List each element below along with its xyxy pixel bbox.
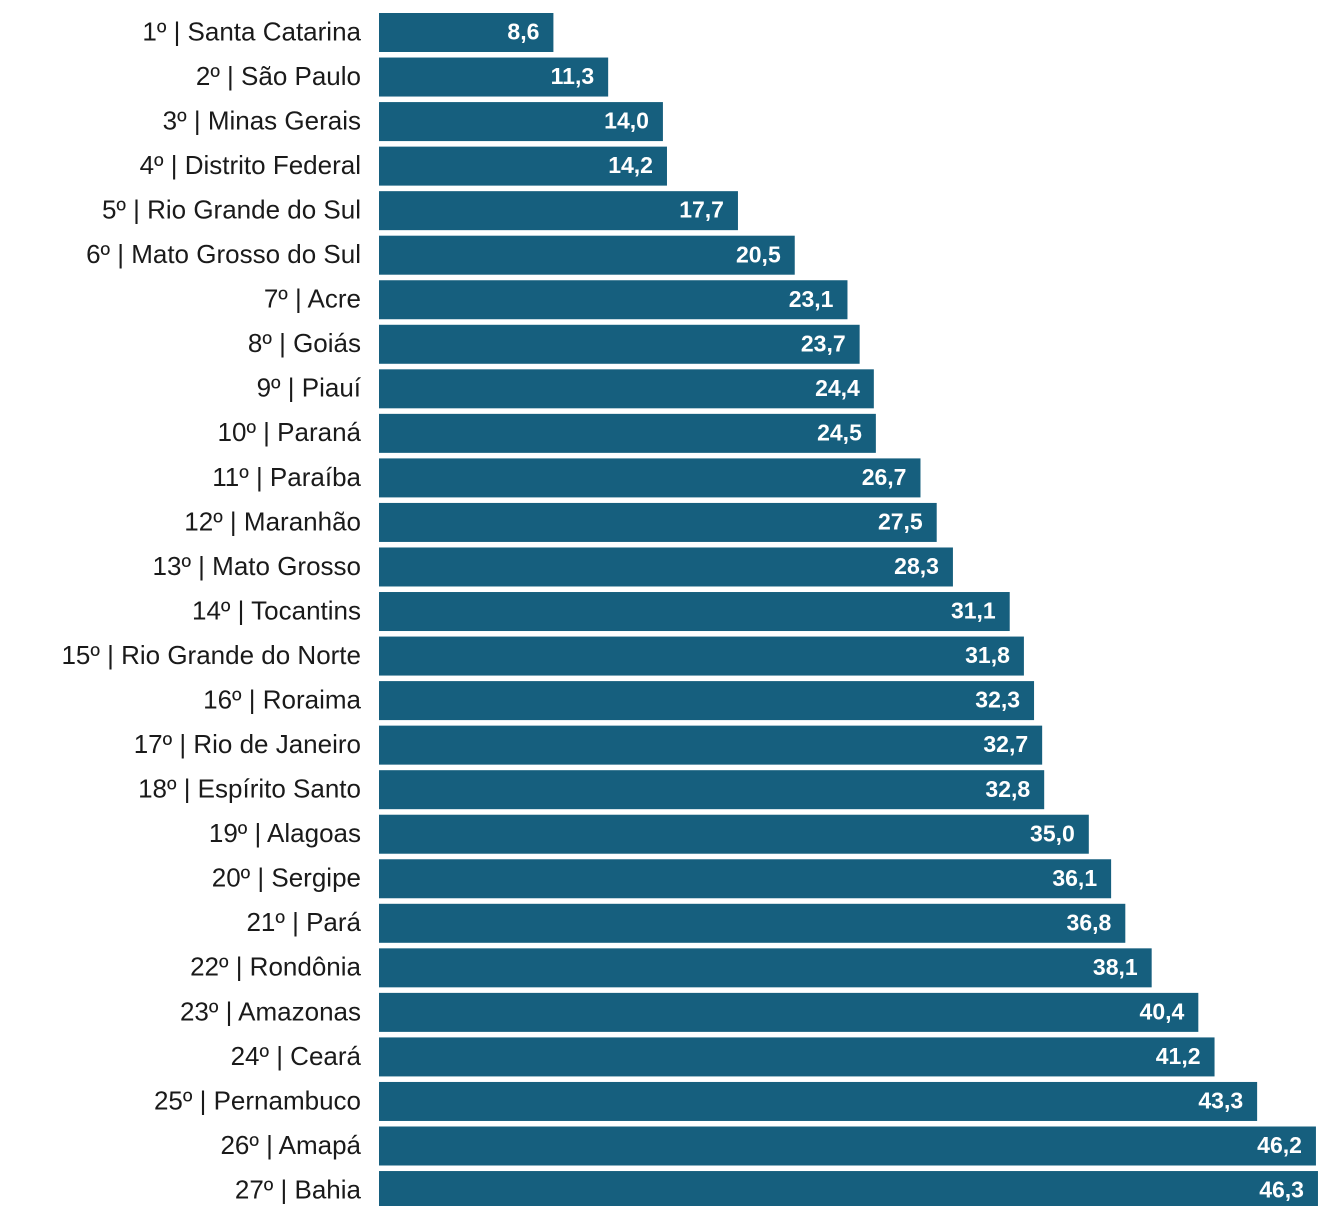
bar [379, 1126, 1316, 1166]
category-label: 24º | Ceará [231, 1041, 362, 1071]
value-label: 43,3 [1198, 1088, 1243, 1114]
category-label: 9º | Piauí [257, 373, 362, 403]
bar [379, 859, 1112, 899]
value-label: 26,7 [862, 464, 907, 490]
bar [379, 1171, 1318, 1206]
bar [379, 636, 1024, 676]
value-label: 24,5 [817, 419, 862, 445]
value-label: 40,4 [1140, 998, 1185, 1024]
category-label: 16º | Roraima [203, 684, 361, 714]
category-label: 19º | Alagoas [209, 818, 361, 848]
category-label: 26º | Amapá [220, 1130, 361, 1160]
category-label: 14º | Tocantins [192, 595, 361, 625]
category-label: 11º | Paraíba [212, 462, 361, 492]
bar [379, 547, 953, 587]
value-label: 8,6 [507, 19, 539, 45]
category-label: 4º | Distrito Federal [140, 150, 361, 180]
category-label: 15º | Rio Grande do Norte [61, 640, 361, 670]
bar [379, 814, 1089, 854]
value-label: 27,5 [878, 509, 923, 535]
bar [379, 280, 848, 320]
category-label: 25º | Pernambuco [154, 1085, 361, 1115]
bar [379, 770, 1045, 810]
category-label: 22º | Rondônia [190, 952, 361, 982]
bar [379, 191, 738, 231]
value-label: 41,2 [1156, 1043, 1201, 1069]
category-label: 3º | Minas Gerais [163, 105, 361, 135]
value-label: 46,2 [1257, 1132, 1302, 1158]
value-label: 24,4 [815, 375, 860, 401]
bar [379, 57, 609, 97]
bar [379, 681, 1035, 721]
value-label: 46,3 [1259, 1177, 1304, 1203]
bar [379, 458, 921, 498]
value-label: 31,8 [965, 642, 1010, 668]
category-label: 21º | Pará [246, 907, 361, 937]
bar [379, 413, 876, 453]
category-label: 2º | São Paulo [196, 61, 361, 91]
value-label: 17,7 [679, 197, 724, 223]
value-label: 32,7 [983, 731, 1028, 757]
category-label: 17º | Rio de Janeiro [134, 729, 361, 759]
value-label: 11,3 [551, 63, 595, 89]
value-label: 14,2 [608, 152, 653, 178]
category-label: 13º | Mato Grosso [153, 551, 361, 581]
bar [379, 992, 1199, 1032]
value-label: 23,1 [789, 286, 834, 312]
bar [379, 324, 860, 364]
category-label: 7º | Acre [264, 284, 361, 314]
category-label: 27º | Bahia [235, 1174, 362, 1204]
bar [379, 1037, 1215, 1077]
bar [379, 102, 663, 142]
bar [379, 903, 1126, 943]
bar [379, 146, 667, 186]
bar [379, 235, 795, 275]
value-label: 36,1 [1052, 865, 1097, 891]
bar [379, 369, 874, 409]
category-label: 12º | Maranhão [184, 506, 361, 536]
value-label: 32,8 [985, 776, 1030, 802]
category-label: 18º | Espírito Santo [138, 774, 361, 804]
category-label: 1º | Santa Catarina [142, 16, 361, 46]
bar [379, 13, 554, 52]
category-label: 5º | Rio Grande do Sul [102, 195, 361, 225]
bar [379, 592, 1010, 632]
bar [379, 948, 1152, 988]
category-label: 6º | Mato Grosso do Sul [86, 239, 361, 269]
value-label: 36,8 [1067, 909, 1112, 935]
value-label: 23,7 [801, 330, 846, 356]
value-label: 35,0 [1030, 820, 1075, 846]
category-label: 20º | Sergipe [212, 863, 361, 893]
bar [379, 502, 937, 542]
bar [379, 725, 1043, 765]
value-label: 31,1 [951, 598, 996, 624]
value-label: 28,3 [894, 553, 939, 579]
value-label: 20,5 [736, 241, 781, 267]
category-label: 10º | Paraná [218, 417, 362, 447]
value-label: 14,0 [604, 108, 649, 134]
category-label: 23º | Amazonas [180, 996, 361, 1026]
value-label: 32,3 [975, 687, 1020, 713]
bar [379, 1081, 1258, 1121]
value-label: 38,1 [1093, 954, 1138, 980]
category-label: 8º | Goiás [248, 328, 361, 358]
